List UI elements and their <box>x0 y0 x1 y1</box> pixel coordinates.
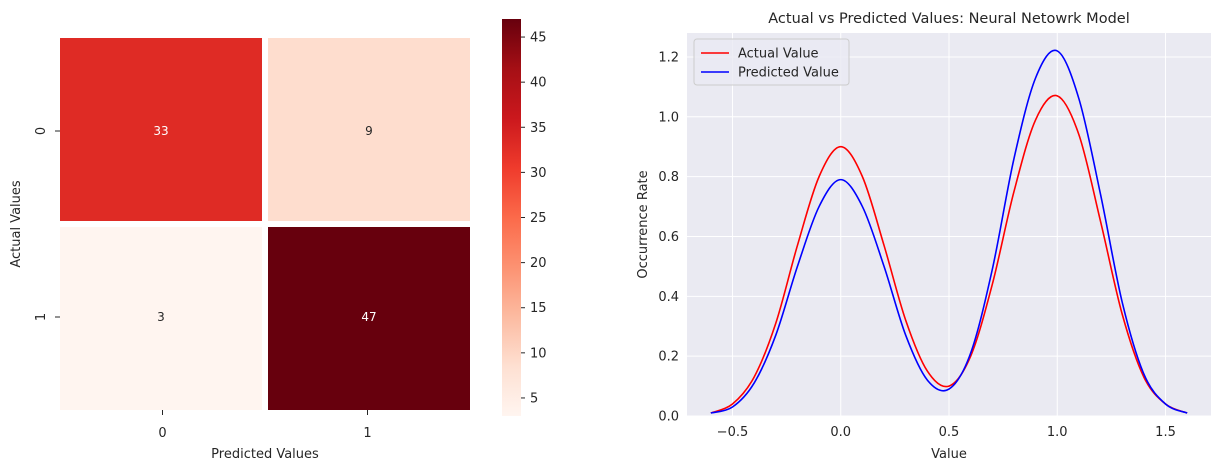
colorbar-tick-label: 10 <box>530 346 547 361</box>
x-tick-label: 0.5 <box>939 425 960 440</box>
cell-annotation: 47 <box>361 310 376 324</box>
colorbar-tick-label: 15 <box>530 301 547 316</box>
colorbar-tick-label: 35 <box>530 121 547 136</box>
heatmap-cell <box>268 38 470 221</box>
x-tick-label: 1.5 <box>1155 425 1176 440</box>
y-tick-label: 0.0 <box>658 410 679 425</box>
legend-label: Actual Value <box>738 47 819 62</box>
colorbar-tick-label: 40 <box>530 76 547 91</box>
cell-annotation: 3 <box>157 310 165 324</box>
series-line-predicted <box>710 49 1188 414</box>
y-tick-label: 1 <box>34 313 49 321</box>
legend-label: Predicted Value <box>738 66 839 81</box>
y-tick-label: 0 <box>34 127 49 135</box>
x-axis-label: Value <box>931 447 967 462</box>
x-tick-label: 1.0 <box>1047 425 1068 440</box>
x-tick-label: 0 <box>158 426 166 441</box>
colorbar-tick-label: 25 <box>530 211 547 226</box>
heatmap-cell <box>60 227 262 410</box>
colorbar-tick-label: 20 <box>530 256 547 271</box>
y-tick-label: 0.8 <box>658 170 679 185</box>
kde-line-chart: −0.5 0.0 0.5 1.0 1.5 0.0 0.2 0.4 0.6 0.8 1.0 1.2 Act… <box>636 11 1211 462</box>
colorbar-tick-label: 45 <box>530 31 547 46</box>
colorbar <box>502 19 521 416</box>
chart-title: Actual vs Predicted Values: Neural Netow… <box>768 11 1129 27</box>
y-tick-label: 1.2 <box>658 50 679 65</box>
heatmap-cell <box>60 38 262 221</box>
y-axis-label: Occurrence Rate <box>636 170 651 278</box>
series-line-actual <box>710 94 1188 414</box>
x-axis-label: Predicted Values <box>211 447 319 462</box>
colorbar-tick-label: 5 <box>530 391 538 406</box>
x-tick-label: −0.5 <box>717 425 749 440</box>
colorbar-tick-label: 30 <box>530 166 547 181</box>
x-tick-label: 0.0 <box>830 425 851 440</box>
heatmap-cell <box>268 227 470 410</box>
y-tick-label: 0.2 <box>658 350 679 365</box>
cell-annotation: 9 <box>365 124 373 138</box>
y-axis-label: Actual Values <box>9 180 24 268</box>
y-tick-label: 0.4 <box>658 290 679 305</box>
legend-box <box>693 38 850 86</box>
x-tick-label: 1 <box>363 426 371 441</box>
cell-annotation: 33 <box>153 124 168 138</box>
y-tick-label: 1.0 <box>658 110 679 125</box>
y-tick-label: 0.6 <box>658 230 679 245</box>
